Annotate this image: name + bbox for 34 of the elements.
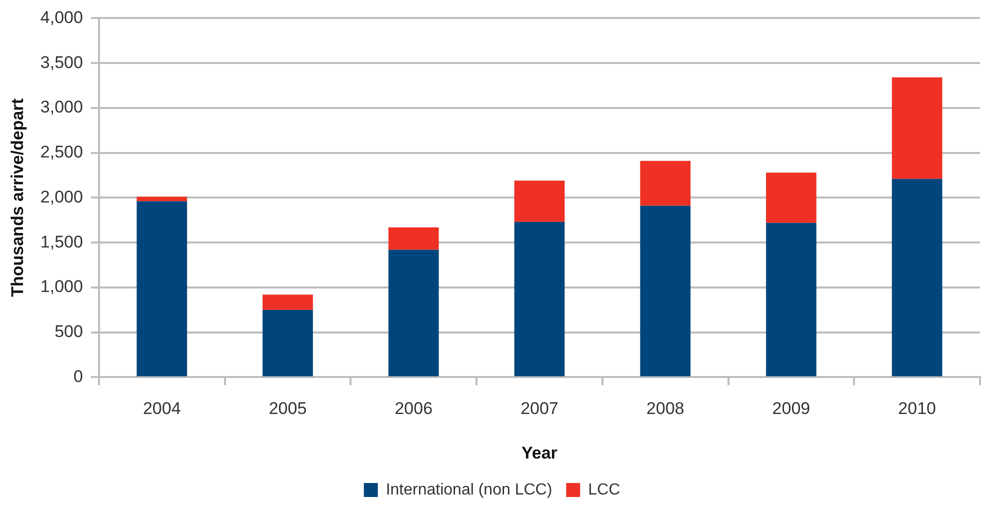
y-tick-label: 3,000 — [40, 98, 83, 117]
y-tick-label: 3,500 — [40, 52, 83, 72]
bar — [136, 201, 188, 376]
bar — [892, 77, 942, 179]
y-tick-label: 1,500 — [40, 232, 83, 252]
y-tick-label: 0 — [73, 366, 83, 386]
bar — [514, 222, 565, 376]
legend-label: LCC — [588, 481, 620, 498]
bar — [766, 172, 816, 223]
y-tick-label: 4,000 — [40, 8, 83, 27]
legend-label: International (non LCC) — [386, 481, 552, 498]
bar — [766, 222, 816, 376]
x-tick-label: 2004 — [142, 399, 181, 418]
y-tick-label: 500 — [54, 322, 83, 342]
x-tick-label: 2009 — [772, 399, 810, 418]
bar — [640, 206, 691, 376]
y-tick-label: 2,000 — [40, 187, 83, 206]
bar — [388, 227, 439, 250]
bar — [892, 178, 942, 376]
x-tick-label: 2006 — [394, 399, 433, 418]
x-tick-label: 2005 — [268, 399, 307, 418]
y-tick-label: 2,500 — [40, 142, 83, 162]
bar — [388, 250, 439, 376]
bar — [262, 310, 313, 376]
x-tick-label: 2010 — [898, 399, 936, 418]
x-tick-label: 2007 — [520, 399, 558, 418]
bar — [136, 196, 188, 202]
bar — [514, 180, 565, 222]
y-tick-label: 1,000 — [40, 277, 83, 296]
bar — [640, 160, 691, 206]
bar — [262, 294, 313, 310]
x-axis-title: Year — [522, 443, 558, 462]
x-tick-label: 2008 — [646, 399, 684, 418]
y-axis-title: Thousands arrive/depart — [8, 98, 27, 297]
